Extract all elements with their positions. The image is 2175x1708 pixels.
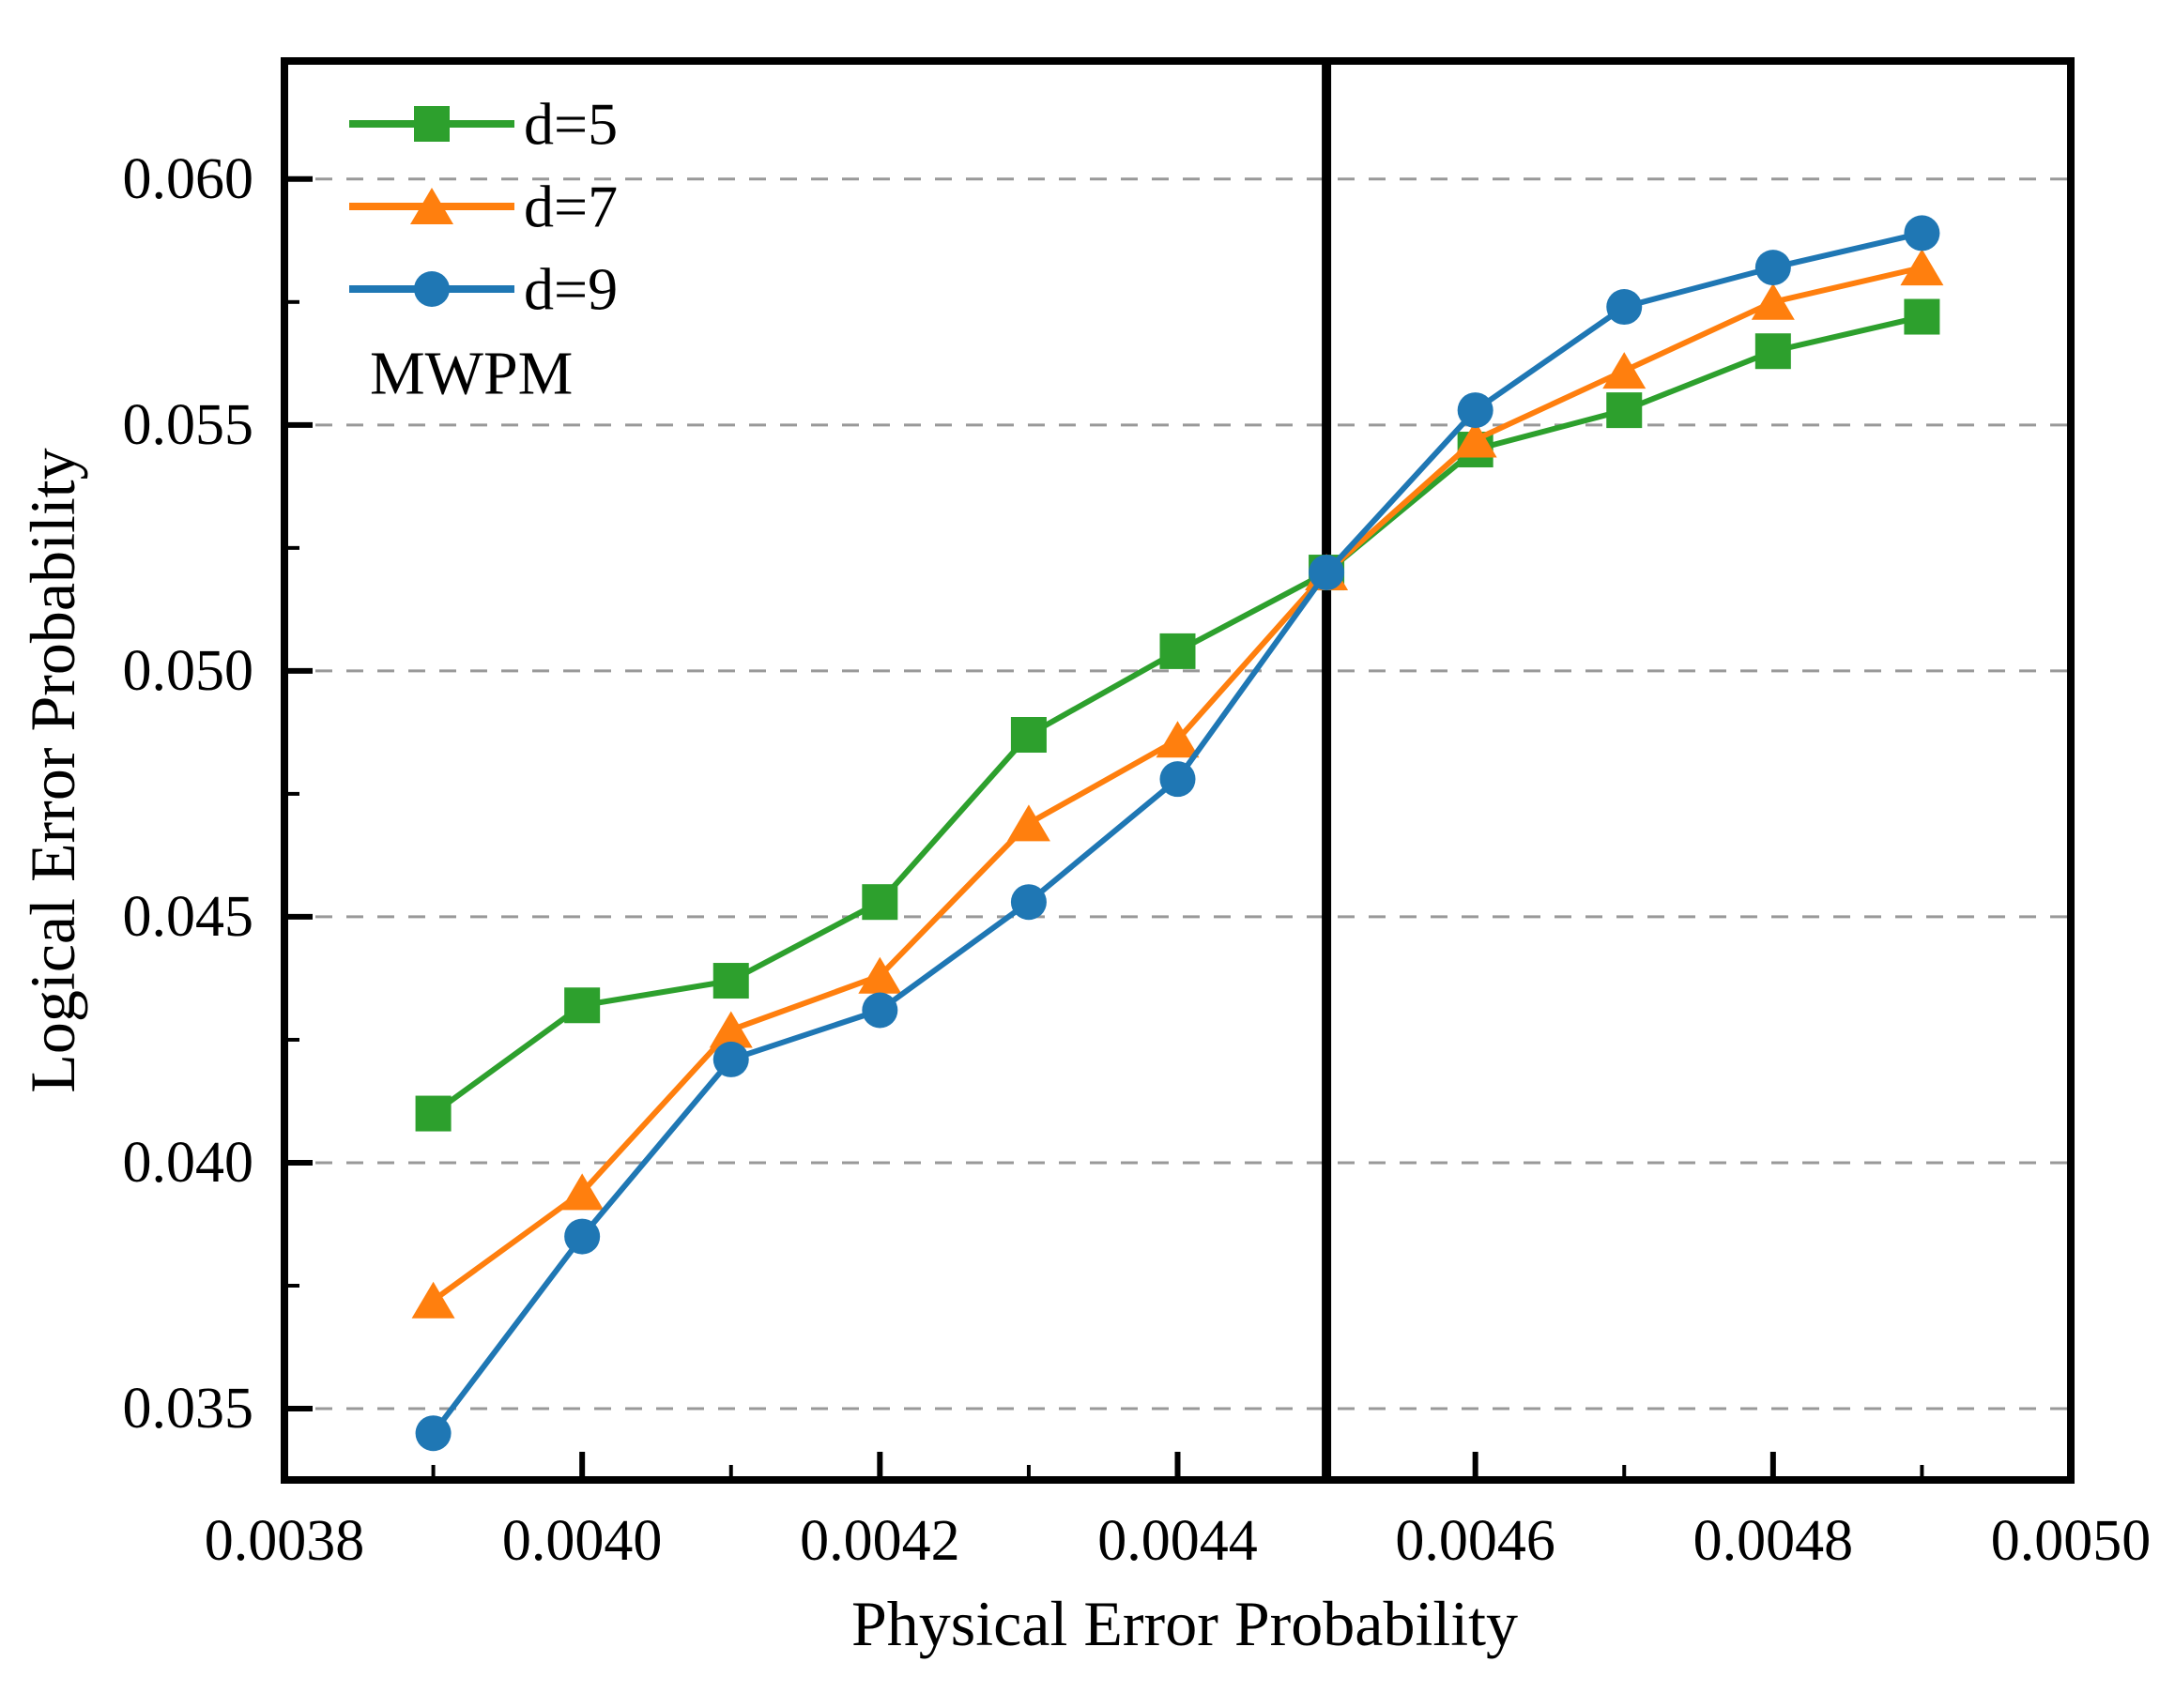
x-tick-label: 0.0044 — [1097, 1509, 1258, 1573]
data-point-d=7 — [709, 1011, 753, 1048]
data-point-d=9 — [564, 1218, 601, 1255]
data-point-d=5 — [415, 1095, 452, 1132]
data-point-d=9 — [862, 992, 898, 1029]
x-tick-label: 0.0046 — [1395, 1509, 1555, 1573]
data-point-d=9 — [1754, 250, 1791, 286]
data-point-d=7 — [1006, 804, 1050, 842]
y-tick-label: 0.035 — [123, 1377, 254, 1441]
x-axis-title: Physical Error Probability — [851, 1588, 1518, 1659]
data-point-d=5 — [1606, 392, 1643, 429]
legend-label-d9: d=9 — [524, 256, 618, 323]
legend-label-d5: d=5 — [524, 91, 618, 158]
y-tick-label: 0.040 — [123, 1131, 254, 1195]
data-point-d=7 — [1156, 721, 1200, 758]
x-tick-label: 0.0042 — [800, 1509, 960, 1573]
data-point-d=5 — [862, 884, 898, 921]
legend-marker-d=9 — [414, 271, 450, 307]
y-tick-label: 0.050 — [123, 639, 254, 703]
y-tick-label: 0.045 — [123, 885, 254, 949]
x-tick-label: 0.0050 — [1991, 1509, 2152, 1573]
y-tick-label: 0.060 — [123, 147, 254, 211]
data-point-d=7 — [1900, 249, 1944, 286]
chart-render-layer: 0.0038 0.0040 0.0042 0.0044 0.0046 0.0048 0.00… — [123, 57, 2152, 1573]
data-point-d=7 — [560, 1173, 605, 1211]
legend-label-d7: d=7 — [524, 174, 618, 240]
data-point-d=9 — [712, 1041, 749, 1077]
series-line-d=5 — [431, 313, 1923, 1116]
data-point-d=7 — [1751, 282, 1795, 320]
series-line-d=9 — [431, 230, 1923, 1436]
data-point-d=7 — [858, 956, 902, 994]
x-tick-label: 0.0038 — [205, 1509, 365, 1573]
data-point-d=9 — [1159, 761, 1196, 798]
data-point-d=7 — [1602, 352, 1647, 389]
data-point-d=9 — [415, 1415, 452, 1452]
data-point-d=7 — [411, 1281, 455, 1319]
data-point-d=5 — [1754, 333, 1791, 370]
data-point-d=9 — [1606, 289, 1643, 326]
legend-marker-d=7 — [410, 188, 453, 224]
y-axis-title: Logical Error Probability — [17, 448, 88, 1092]
y-tick-label: 0.055 — [123, 393, 254, 457]
data-point-d=9 — [1904, 215, 1940, 252]
data-point-d=9 — [1010, 884, 1047, 921]
x-tick-label: 0.0040 — [502, 1509, 663, 1573]
data-point-d=5 — [1010, 717, 1047, 754]
legend-marker-d=5 — [414, 106, 450, 142]
decoder-annotation: MWPM — [370, 340, 573, 408]
data-point-d=5 — [1904, 298, 1940, 335]
data-point-d=5 — [564, 987, 601, 1024]
data-point-d=5 — [1159, 633, 1196, 669]
data-point-d=5 — [712, 963, 749, 999]
data-point-d=9 — [1309, 555, 1345, 591]
data-point-d=7 — [1453, 420, 1497, 458]
x-tick-label: 0.0048 — [1693, 1509, 1854, 1573]
data-point-d=9 — [1457, 392, 1493, 429]
